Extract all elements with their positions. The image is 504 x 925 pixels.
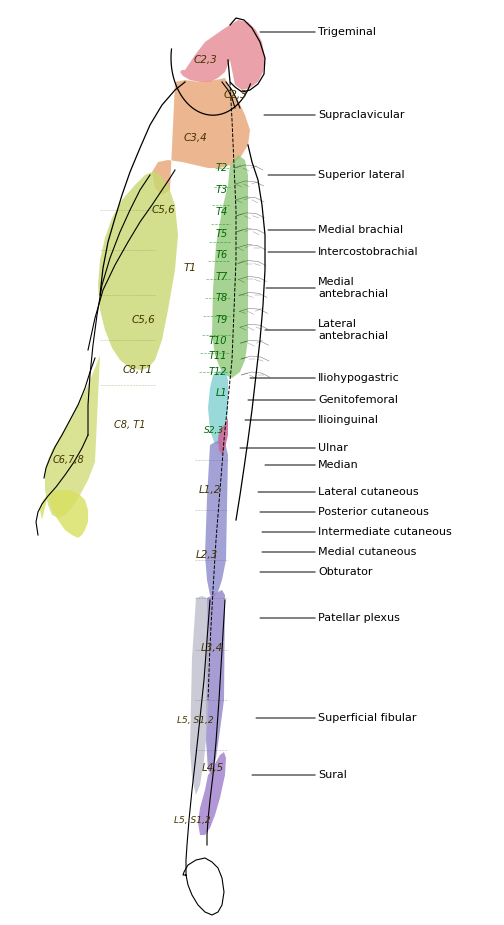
Text: Patellar plexus: Patellar plexus [260, 613, 400, 623]
Text: L2,3: L2,3 [196, 550, 218, 560]
Text: T1: T1 [183, 263, 197, 273]
Text: T11: T11 [209, 351, 227, 361]
Text: T9: T9 [216, 315, 228, 325]
Text: L3,4: L3,4 [201, 643, 223, 653]
Text: Iliohypogastric: Iliohypogastric [250, 373, 400, 383]
Text: C8,T1: C8,T1 [123, 365, 153, 375]
Text: Ulnar: Ulnar [240, 443, 348, 453]
Polygon shape [40, 490, 88, 538]
Text: Superficial fibular: Superficial fibular [256, 713, 416, 723]
Text: C6,7,8: C6,7,8 [52, 455, 84, 465]
Text: T3: T3 [216, 185, 228, 195]
Text: Intercostobrachial: Intercostobrachial [268, 247, 419, 257]
Polygon shape [190, 596, 210, 795]
Polygon shape [212, 155, 248, 378]
Text: C8, T1: C8, T1 [114, 420, 146, 430]
Text: T12: T12 [209, 367, 227, 377]
Text: C5,6: C5,6 [131, 315, 155, 325]
Text: Intermediate cutaneous: Intermediate cutaneous [262, 527, 452, 537]
Text: C2,3: C2,3 [193, 55, 217, 65]
Polygon shape [218, 418, 228, 455]
Text: L1,2: L1,2 [199, 485, 221, 495]
Text: L5, S1,2: L5, S1,2 [174, 816, 210, 824]
Text: Ilioinguinal: Ilioinguinal [245, 415, 379, 425]
Text: Superior lateral: Superior lateral [268, 170, 405, 180]
Polygon shape [206, 590, 225, 775]
Text: S2,3: S2,3 [204, 426, 224, 435]
Text: Obturator: Obturator [260, 567, 372, 577]
Text: T8: T8 [216, 293, 228, 303]
Text: T4: T4 [216, 207, 228, 217]
Text: Posterior cutaneous: Posterior cutaneous [260, 507, 429, 517]
Text: L4,5: L4,5 [202, 763, 224, 773]
Text: Genitofemoral: Genitofemoral [248, 395, 398, 405]
Text: Sural: Sural [252, 770, 347, 780]
Polygon shape [205, 440, 228, 598]
Text: Medial brachial: Medial brachial [268, 225, 403, 235]
Text: T5: T5 [216, 229, 228, 239]
Text: T10: T10 [209, 336, 227, 346]
Text: T7: T7 [216, 272, 228, 282]
Polygon shape [230, 20, 265, 90]
Text: T6: T6 [216, 250, 228, 260]
Text: Medial cutaneous: Medial cutaneous [262, 547, 416, 557]
Text: C5,6: C5,6 [151, 205, 175, 215]
Text: T2: T2 [216, 163, 228, 173]
Polygon shape [180, 25, 230, 82]
Text: Lateral
antebrachial: Lateral antebrachial [265, 319, 388, 340]
Text: Supraclavicular: Supraclavicular [264, 110, 405, 120]
Text: Lateral cutaneous: Lateral cutaneous [258, 487, 419, 497]
Text: Medial
antebrachial: Medial antebrachial [266, 278, 388, 299]
Text: Median: Median [265, 460, 359, 470]
Text: L5, S1,2: L5, S1,2 [177, 716, 213, 724]
Text: L1: L1 [215, 388, 227, 398]
Text: Trigeminal: Trigeminal [260, 27, 376, 37]
Polygon shape [98, 172, 178, 370]
Text: C3,4: C3,4 [183, 133, 207, 143]
Text: C2,3: C2,3 [223, 90, 247, 100]
Polygon shape [208, 370, 228, 445]
Polygon shape [152, 78, 250, 195]
Polygon shape [198, 752, 226, 835]
Polygon shape [45, 355, 100, 518]
